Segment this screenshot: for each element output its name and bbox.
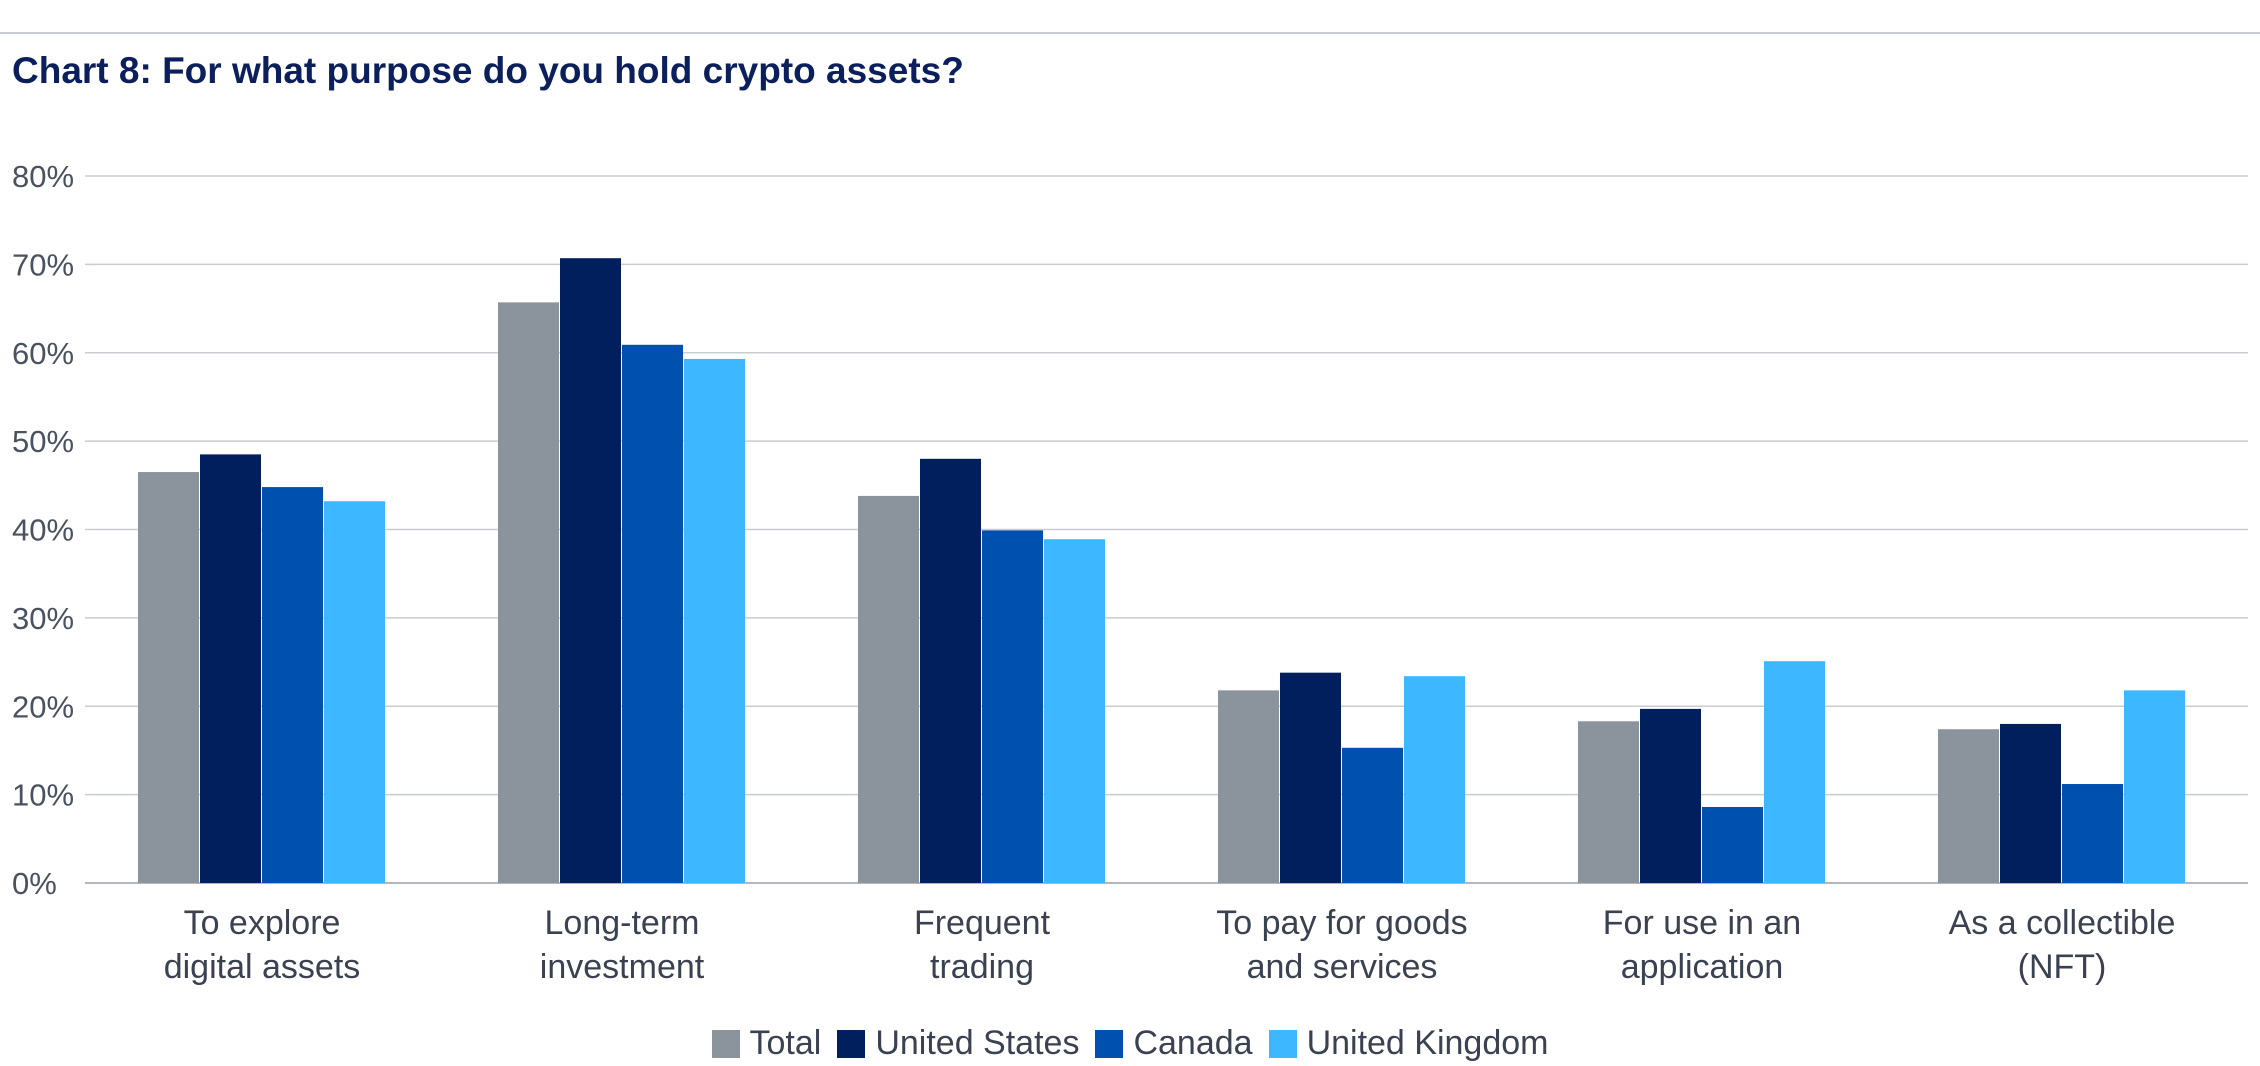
bar-united-kingdom xyxy=(684,358,745,883)
bar-total xyxy=(1938,729,1999,883)
y-tick-label: 40% xyxy=(12,513,74,548)
y-tick-label: 80% xyxy=(12,159,74,194)
bar-canada xyxy=(262,487,323,883)
chart-title: Chart 8: For what purpose do you hold cr… xyxy=(12,50,964,91)
bar-canada xyxy=(2062,784,2123,883)
legend-label: Canada xyxy=(1133,1024,1253,1062)
x-tick-label: trading xyxy=(930,948,1034,986)
x-tick-label: Frequent xyxy=(914,904,1051,942)
y-tick-label: 10% xyxy=(12,778,74,813)
bar-united-kingdom xyxy=(1404,676,1465,883)
legend-swatch xyxy=(1268,1029,1297,1058)
x-tick-label: investment xyxy=(540,948,705,986)
bar-united-kingdom xyxy=(324,501,385,883)
bar-canada xyxy=(622,344,683,883)
chart-legend: Total United States Canada United Kingdom xyxy=(0,1024,2260,1063)
y-tick-label: 70% xyxy=(12,247,74,282)
y-tick-label: 20% xyxy=(12,689,74,724)
bar-united-states xyxy=(1640,708,1701,883)
x-tick-label: For use in an xyxy=(1603,904,1801,942)
legend-item: United Kingdom xyxy=(1268,1024,1549,1063)
bar-total xyxy=(1578,721,1639,883)
bar-total xyxy=(1218,690,1279,883)
y-tick-label: 30% xyxy=(12,601,74,636)
bar-united-kingdom xyxy=(2124,690,2185,883)
x-tick-label: As a collectible xyxy=(1949,904,2176,942)
bar-canada xyxy=(1342,747,1403,883)
x-tick-label: To explore xyxy=(184,904,341,942)
legend-swatch xyxy=(837,1029,866,1058)
legend-item: United States xyxy=(837,1024,1079,1063)
legend-item: Total xyxy=(711,1024,822,1063)
x-tick-label: digital assets xyxy=(164,948,361,986)
y-tick-label: 60% xyxy=(12,336,74,371)
bar-united-states xyxy=(2000,723,2061,883)
legend-label: United States xyxy=(875,1024,1080,1062)
bar-united-kingdom xyxy=(1044,539,1105,883)
top-rule xyxy=(0,32,2260,34)
x-tick-label: Long-term xyxy=(545,904,700,942)
y-tick-label: 0% xyxy=(12,866,57,901)
x-tick-label: and services xyxy=(1247,948,1438,986)
y-tick-label: 50% xyxy=(12,424,74,459)
bar-canada xyxy=(1702,806,1763,883)
bar-united-kingdom xyxy=(1764,661,1825,883)
legend-label: Total xyxy=(749,1024,822,1062)
x-tick-label: (NFT) xyxy=(2018,948,2107,986)
bar-united-states xyxy=(1280,672,1341,883)
legend-swatch xyxy=(711,1029,740,1058)
bar-total xyxy=(498,302,559,884)
bar-canada xyxy=(982,530,1043,883)
bar-united-states xyxy=(920,458,981,883)
x-tick-label: To pay for goods xyxy=(1216,904,1467,942)
bar-united-states xyxy=(560,258,621,884)
legend-swatch xyxy=(1095,1029,1124,1058)
bar-united-states xyxy=(200,454,261,883)
legend-label: United Kingdom xyxy=(1306,1024,1549,1062)
x-tick-label: application xyxy=(1621,948,1784,986)
bar-total xyxy=(138,472,199,883)
legend-item: Canada xyxy=(1095,1024,1253,1063)
bar-total xyxy=(858,495,919,883)
